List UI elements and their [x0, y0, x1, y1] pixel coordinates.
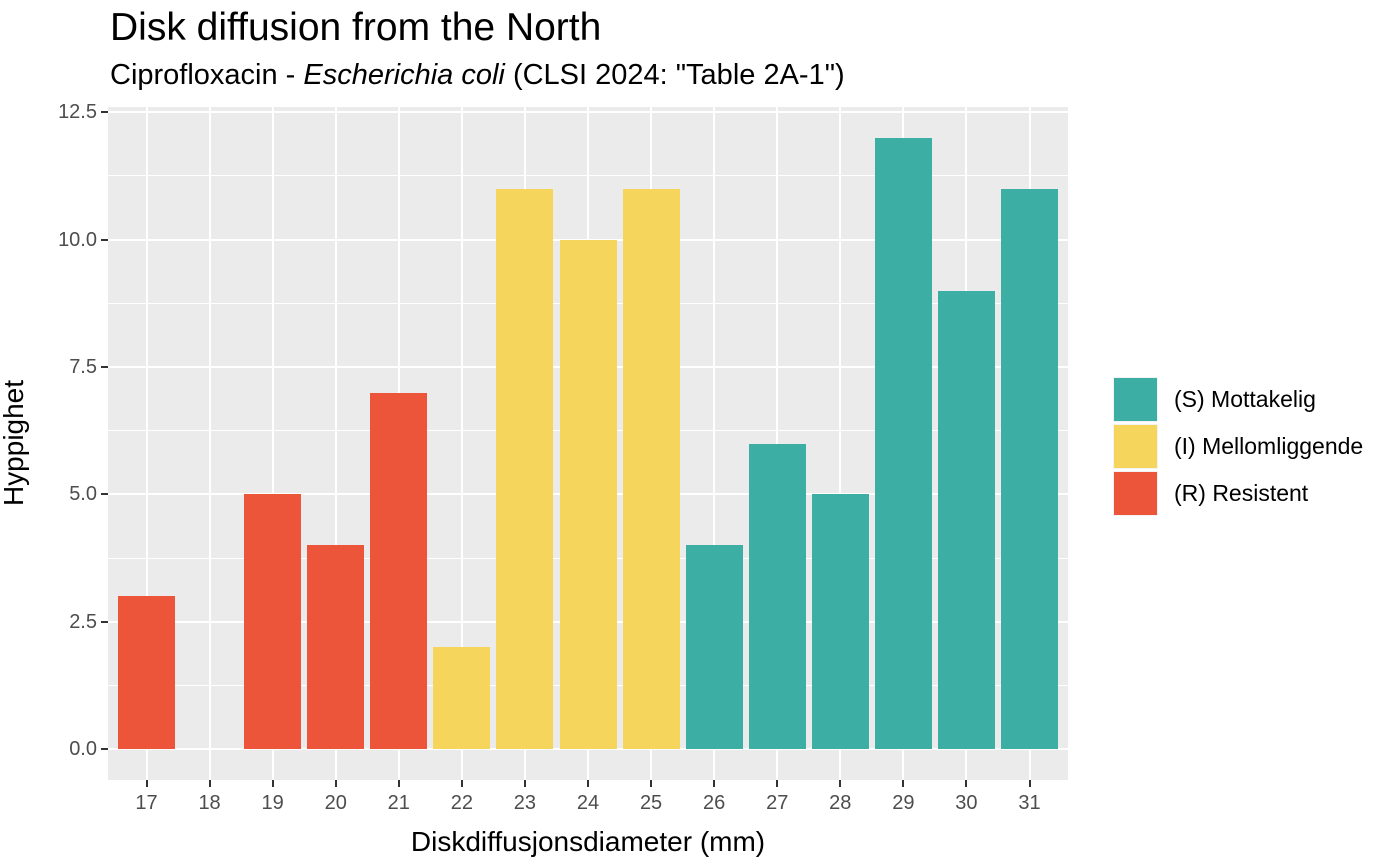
category-gridline: [145, 107, 148, 780]
x-tick-label: 30: [955, 792, 978, 814]
y-tick-label: 7.5: [69, 356, 97, 379]
chart-subtitle: Ciprofloxacin - Escherichia coli (CLSI 2…: [110, 59, 845, 92]
x-tick-label: 26: [703, 792, 726, 814]
x-tick-label: 25: [639, 792, 663, 814]
legend-label-S: (S) Mottakelig: [1174, 386, 1316, 412]
x-tick-mark: [965, 780, 968, 787]
x-tick-label: 23: [513, 792, 537, 814]
legend-key-I: [1113, 424, 1158, 469]
category-gridline: [208, 107, 211, 780]
x-tick-mark: [650, 780, 653, 787]
bar-29: [874, 137, 932, 750]
bar-23: [496, 188, 554, 750]
y-tick-label: 0.0: [69, 738, 97, 761]
x-tick-label: 17: [135, 792, 158, 814]
y-tick-mark: [101, 493, 108, 496]
x-tick-label: 21: [387, 792, 410, 814]
bar-22: [433, 647, 491, 750]
y-tick-label: 10.0: [58, 228, 97, 251]
x-tick-mark: [713, 780, 716, 787]
bar-28: [811, 494, 869, 750]
legend-swatch-S: [1114, 378, 1157, 421]
y-tick-label: 12.5: [58, 101, 97, 124]
plot-panel: [108, 107, 1068, 780]
legend-label-I: (I) Mellomliggende: [1174, 433, 1364, 459]
legend-label-R: (R) Resistent: [1174, 480, 1309, 506]
bar-24: [559, 239, 617, 750]
x-tick-label: 18: [198, 792, 221, 814]
x-tick-label: 29: [892, 792, 915, 814]
bar-30: [937, 290, 995, 750]
x-tick-mark: [587, 780, 589, 787]
subtitle-organism: Escherichia coli: [303, 59, 505, 91]
x-tick-mark: [902, 780, 905, 787]
bar-21: [370, 392, 428, 750]
x-tick-mark: [523, 780, 526, 787]
subtitle-guideline: (CLSI 2024: "Table 2A-1"): [504, 59, 845, 91]
legend-item-R: (R) Resistent: [1113, 471, 1363, 516]
y-tick-label: 5.0: [69, 483, 97, 506]
legend-item-I: (I) Mellomliggende: [1113, 424, 1363, 469]
y-tick-mark: [101, 620, 108, 623]
x-tick-mark: [460, 780, 463, 787]
x-tick-mark: [776, 780, 779, 787]
x-tick-mark: [208, 780, 211, 787]
bar-27: [748, 443, 806, 750]
x-tick-label: 31: [1018, 792, 1041, 814]
legend-item-S: (S) Mottakelig: [1113, 377, 1363, 422]
bar-19: [244, 494, 302, 750]
y-tick-mark: [101, 366, 108, 369]
x-tick-mark: [397, 780, 400, 787]
category-gridline: [334, 107, 337, 780]
y-tick-mark: [101, 238, 108, 241]
chart-title: Disk diffusion from the North: [110, 6, 602, 49]
x-tick-label: 22: [450, 792, 473, 814]
bar-25: [622, 188, 680, 750]
x-tick-label: 24: [576, 792, 600, 814]
legend-swatch-I: [1114, 425, 1157, 468]
legend: (S) Mottakelig (I) Mellomliggende (R) Resi…: [1113, 377, 1363, 518]
legend-key-R: [1113, 471, 1158, 516]
bar-31: [1001, 188, 1058, 750]
x-tick-mark: [839, 780, 842, 787]
x-tick-label: 20: [324, 792, 347, 814]
x-tick-label: 19: [261, 792, 284, 814]
bar-20: [307, 545, 365, 750]
x-tick-mark: [271, 780, 274, 787]
x-axis-title: Diskdiffusjonsdiameter (mm): [410, 826, 766, 857]
x-tick-mark: [334, 780, 337, 787]
bar-17: [118, 596, 175, 750]
category-gridline: [460, 107, 463, 780]
x-tick-mark: [1028, 780, 1031, 787]
x-tick-label: 28: [829, 792, 852, 814]
category-gridline: [713, 107, 716, 780]
y-tick-mark: [101, 748, 108, 751]
legend-swatch-R: [1114, 472, 1157, 515]
x-tick-label: 27: [766, 792, 789, 814]
subtitle-drug: Ciprofloxacin -: [110, 59, 304, 91]
y-tick-label: 2.5: [69, 610, 97, 633]
legend-key-S: [1113, 377, 1158, 422]
bar-26: [685, 545, 743, 750]
x-tick-mark: [145, 780, 148, 787]
category-gridline: [271, 107, 274, 780]
y-tick-mark: [101, 111, 108, 114]
category-gridline: [839, 107, 842, 780]
